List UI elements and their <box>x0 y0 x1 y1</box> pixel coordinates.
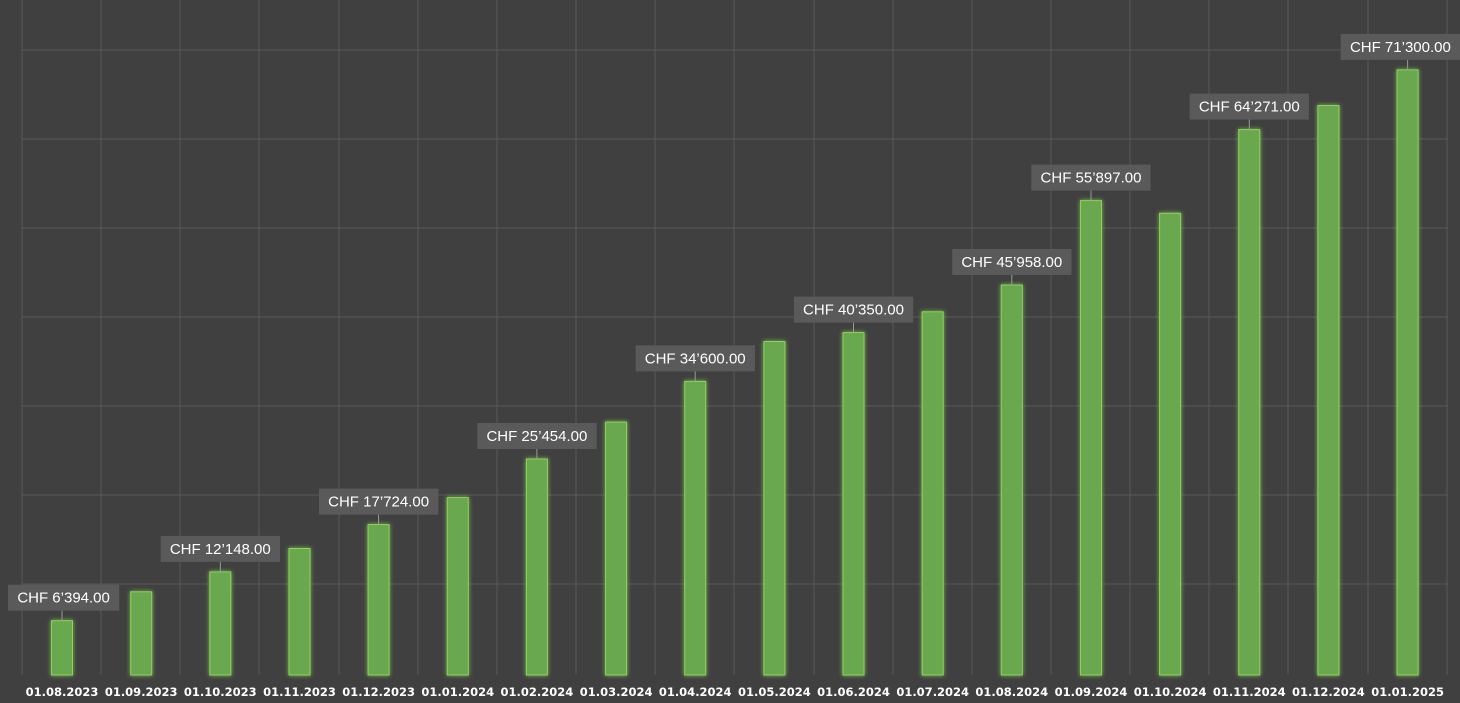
x-tick-label: 01.11.2024 <box>1213 685 1286 699</box>
bar <box>51 620 73 676</box>
x-tick-label: 01.10.2024 <box>1134 685 1207 699</box>
data-label: CHF 55’897.00 <box>1041 170 1142 187</box>
bar <box>1317 105 1340 676</box>
data-label-box <box>952 249 1072 275</box>
data-label: CHF 71’300.00 <box>1350 39 1451 56</box>
data-label: CHF 34’600.00 <box>645 350 746 367</box>
x-tick-label: 01.08.2023 <box>26 685 99 699</box>
bar <box>525 458 548 676</box>
x-tick-label: 01.09.2024 <box>1055 685 1128 699</box>
bar <box>1080 200 1102 676</box>
bar <box>1396 69 1419 676</box>
bar <box>842 332 865 676</box>
x-tick-label: 01.04.2024 <box>659 685 732 699</box>
bar <box>684 380 707 676</box>
data-label: CHF 17’724.00 <box>328 494 429 511</box>
grid-lines <box>21 0 1448 675</box>
x-tick-label: 01.11.2023 <box>263 685 336 699</box>
bar <box>1000 284 1023 676</box>
data-label-box <box>793 296 914 323</box>
bar <box>209 571 232 676</box>
bar <box>446 497 469 676</box>
x-tick-label: 01.03.2024 <box>580 685 653 699</box>
data-label: CHF 25’454.00 <box>486 428 587 445</box>
data-labels: CHF 6’394.00 CHF 12’148.00 CHF 17’724.00 CH… <box>8 33 1460 621</box>
bars <box>51 69 1419 676</box>
data-label-box <box>319 488 439 515</box>
x-tick-label: 01.09.2023 <box>105 685 178 699</box>
x-tick-label: 01.12.2024 <box>1292 685 1365 699</box>
data-label-box <box>8 584 120 611</box>
data-label: CHF 6’394.00 <box>17 590 110 607</box>
x-tick-label: 01.07.2024 <box>896 685 969 699</box>
x-tick-label: 01.10.2023 <box>184 685 257 699</box>
data-label-box <box>1189 93 1309 120</box>
x-tick-label: 01.06.2024 <box>817 685 890 699</box>
data-label: CHF 40’350.00 <box>803 302 904 319</box>
bar <box>763 341 786 676</box>
bar <box>1159 212 1182 676</box>
x-tick-label: 01.08.2024 <box>975 685 1048 699</box>
x-tick-label: 01.01.2024 <box>421 685 494 699</box>
data-label-box <box>635 345 755 372</box>
bar <box>1238 129 1261 676</box>
bar <box>288 548 311 676</box>
data-label-box <box>477 423 597 449</box>
data-label: CHF 45’958.00 <box>961 254 1062 271</box>
bar <box>921 311 944 676</box>
x-tick-label: 01.02.2024 <box>501 685 574 699</box>
x-tick-label: 01.01.2025 <box>1371 685 1444 699</box>
bar <box>605 421 628 676</box>
data-label-box <box>1031 164 1151 191</box>
x-axis-ticks: 01.08.2023 01.09.2023 01.10.2023 01.11.2023… <box>26 685 1444 699</box>
data-label-box <box>160 535 280 562</box>
data-label-box <box>1340 33 1460 60</box>
bar <box>130 591 153 676</box>
x-tick-label: 01.05.2024 <box>738 685 811 699</box>
bar <box>367 524 390 676</box>
x-tick-label: 01.12.2023 <box>342 685 415 699</box>
data-label: CHF 64’271.00 <box>1199 99 1300 116</box>
data-label: CHF 12’148.00 <box>170 541 271 558</box>
